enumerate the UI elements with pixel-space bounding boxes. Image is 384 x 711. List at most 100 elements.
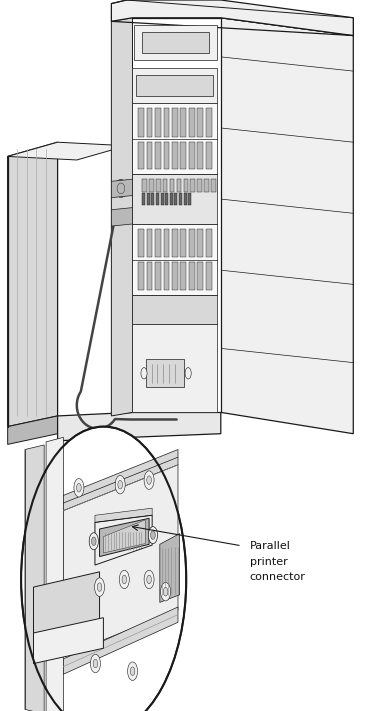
Polygon shape: [132, 103, 217, 174]
Polygon shape: [197, 229, 203, 257]
Polygon shape: [211, 179, 216, 192]
Polygon shape: [138, 229, 144, 257]
Polygon shape: [206, 229, 212, 257]
Circle shape: [141, 368, 147, 379]
Polygon shape: [132, 68, 217, 103]
Polygon shape: [99, 518, 149, 557]
Polygon shape: [25, 445, 44, 711]
Polygon shape: [221, 18, 353, 434]
Polygon shape: [155, 142, 161, 169]
Polygon shape: [8, 142, 127, 160]
Polygon shape: [63, 465, 178, 656]
Polygon shape: [147, 193, 150, 205]
Polygon shape: [103, 520, 145, 553]
Polygon shape: [163, 179, 167, 192]
Polygon shape: [190, 179, 195, 192]
Circle shape: [130, 667, 135, 675]
Polygon shape: [156, 193, 159, 205]
Polygon shape: [155, 229, 161, 257]
Polygon shape: [164, 142, 169, 169]
Polygon shape: [142, 193, 145, 205]
Polygon shape: [180, 229, 186, 257]
Text: printer: printer: [250, 557, 287, 567]
Polygon shape: [63, 449, 178, 510]
Polygon shape: [46, 437, 63, 711]
Circle shape: [89, 533, 98, 550]
Circle shape: [77, 483, 81, 492]
Polygon shape: [189, 229, 195, 257]
Polygon shape: [172, 229, 178, 257]
Circle shape: [93, 659, 98, 668]
Polygon shape: [189, 262, 195, 290]
Circle shape: [161, 582, 170, 601]
Polygon shape: [197, 142, 203, 169]
Circle shape: [127, 662, 137, 680]
Polygon shape: [149, 179, 154, 192]
Polygon shape: [189, 108, 195, 137]
Circle shape: [144, 570, 154, 589]
Polygon shape: [156, 179, 161, 192]
Polygon shape: [8, 416, 58, 444]
Polygon shape: [170, 193, 173, 205]
Polygon shape: [197, 179, 202, 192]
Text: connector: connector: [250, 572, 306, 582]
Polygon shape: [132, 174, 217, 224]
Polygon shape: [138, 142, 144, 169]
Polygon shape: [33, 618, 103, 663]
Polygon shape: [204, 179, 209, 192]
Polygon shape: [174, 193, 177, 205]
Circle shape: [151, 531, 155, 540]
Polygon shape: [164, 229, 169, 257]
Polygon shape: [164, 262, 169, 290]
Ellipse shape: [117, 183, 125, 193]
Circle shape: [21, 427, 186, 711]
Circle shape: [147, 575, 151, 584]
Polygon shape: [151, 193, 154, 205]
Circle shape: [148, 527, 157, 544]
Polygon shape: [172, 108, 178, 137]
Polygon shape: [132, 324, 217, 412]
Polygon shape: [179, 193, 182, 205]
Circle shape: [118, 481, 122, 489]
Polygon shape: [111, 179, 132, 198]
Polygon shape: [111, 208, 132, 226]
Polygon shape: [206, 142, 212, 169]
Polygon shape: [33, 572, 99, 638]
Polygon shape: [58, 412, 221, 441]
Polygon shape: [172, 262, 178, 290]
Polygon shape: [184, 193, 187, 205]
Polygon shape: [147, 108, 152, 137]
Polygon shape: [132, 224, 217, 295]
Circle shape: [97, 583, 102, 592]
Circle shape: [122, 575, 127, 584]
Circle shape: [74, 479, 84, 497]
Polygon shape: [160, 533, 180, 602]
Polygon shape: [142, 179, 147, 192]
Polygon shape: [172, 142, 178, 169]
Polygon shape: [206, 108, 212, 137]
Polygon shape: [197, 108, 203, 137]
Circle shape: [147, 476, 151, 484]
Polygon shape: [177, 179, 181, 192]
Circle shape: [91, 654, 101, 673]
Circle shape: [94, 578, 104, 597]
Polygon shape: [180, 142, 186, 169]
Polygon shape: [188, 193, 191, 205]
Polygon shape: [142, 32, 209, 53]
Polygon shape: [165, 193, 168, 205]
Polygon shape: [155, 108, 161, 137]
Polygon shape: [147, 262, 152, 290]
Polygon shape: [164, 108, 169, 137]
Polygon shape: [138, 262, 144, 290]
Polygon shape: [189, 142, 195, 169]
Polygon shape: [161, 193, 164, 205]
Polygon shape: [146, 359, 184, 387]
Polygon shape: [127, 18, 221, 412]
Polygon shape: [138, 108, 144, 137]
Circle shape: [119, 570, 129, 589]
Polygon shape: [206, 262, 212, 290]
Polygon shape: [184, 179, 188, 192]
Polygon shape: [132, 295, 217, 324]
Text: Parallel: Parallel: [250, 541, 290, 551]
Polygon shape: [197, 262, 203, 290]
